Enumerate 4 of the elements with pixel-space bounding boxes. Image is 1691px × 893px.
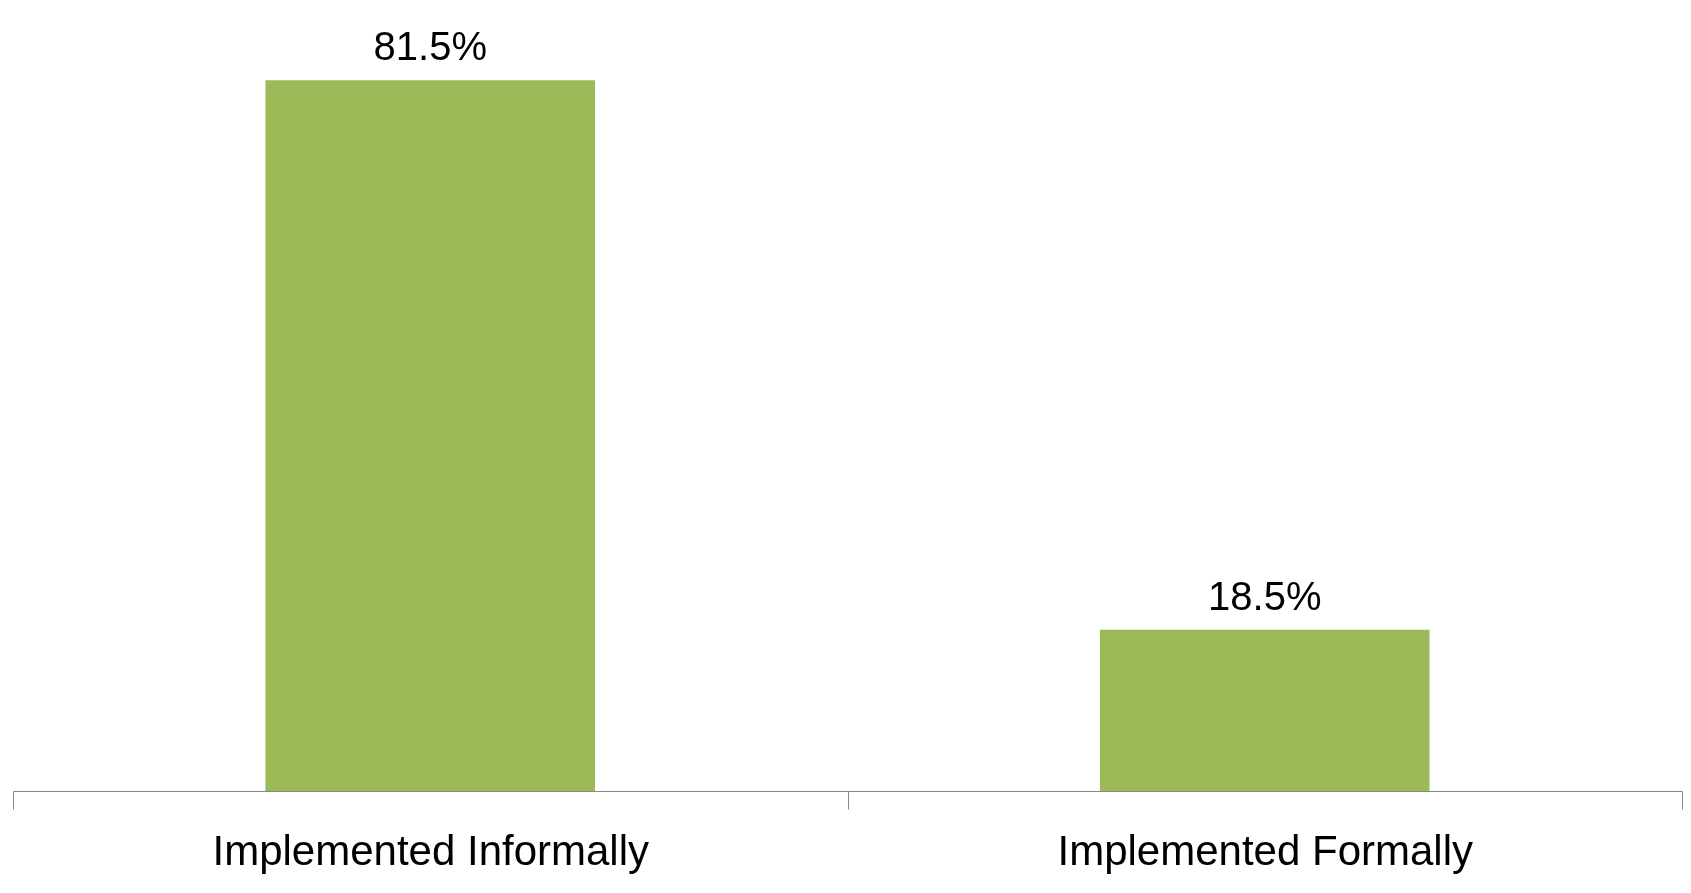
x-tick-label: Implemented Informally [212,826,650,874]
data-label: 18.5% [1208,573,1322,618]
data-label: 81.5% [373,24,487,69]
x-tick-label: Implemented Formally [1057,826,1473,874]
